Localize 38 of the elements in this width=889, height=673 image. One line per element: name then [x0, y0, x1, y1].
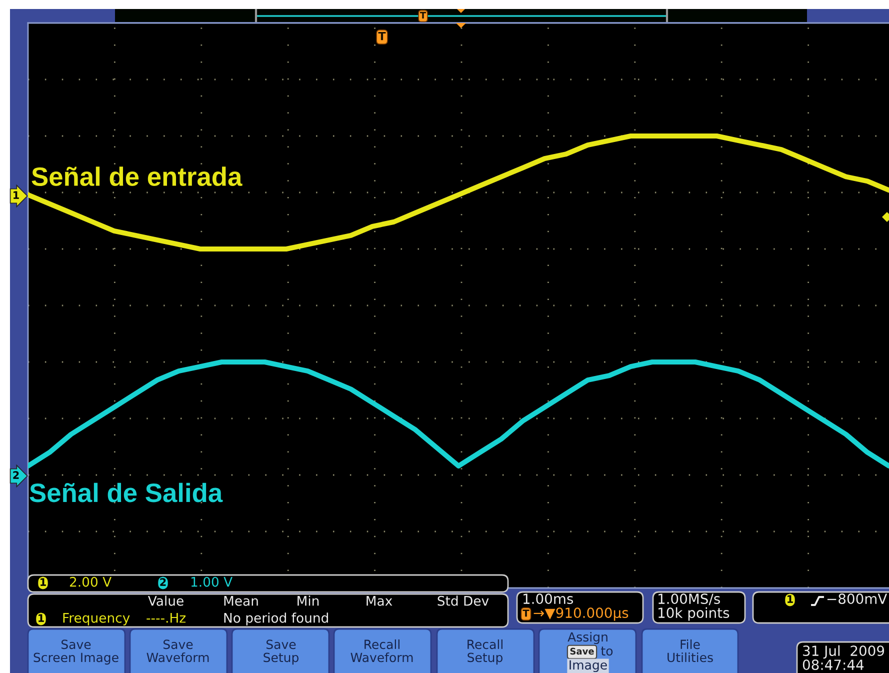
text: Min [298, 596, 319, 606]
text: Mean [224, 596, 258, 606]
text: 08:47:44 [802, 660, 864, 670]
text: File Utilities [668, 639, 713, 662]
text: T [420, 12, 426, 18]
text: 10k points [658, 607, 730, 621]
text: Value [148, 596, 184, 606]
text: 1.00MS/s [658, 594, 720, 606]
text: Save Screen Image [34, 640, 118, 665]
text: Std Dev [438, 596, 489, 606]
text: Frequency [63, 613, 130, 626]
text: T [378, 32, 386, 40]
annotation: 1 [40, 578, 46, 586]
text: →▼910.000µs [534, 608, 628, 621]
text: to [601, 646, 613, 656]
text: Image [570, 660, 607, 672]
annotation: 2 [160, 578, 166, 586]
text: 1 [788, 595, 793, 603]
text: 1 [38, 614, 44, 622]
annotation: 2.00 V [70, 576, 112, 587]
text: Max [366, 596, 392, 606]
text: ----.Hz [146, 613, 186, 623]
annotation: 1.00 V [191, 576, 232, 587]
text: −800mV [827, 594, 888, 604]
text: Save [570, 648, 594, 655]
text: 1.00ms [524, 594, 574, 604]
text: Assign [568, 632, 608, 644]
text: Save Waveform [146, 640, 209, 662]
text: No period found [224, 612, 328, 626]
text: 31 Jul 2009 [803, 645, 884, 659]
text: Recall Waveform [350, 639, 413, 662]
text: Save Setup [264, 640, 299, 665]
text: T [522, 610, 530, 617]
legend-label: Señal de Salida [30, 482, 223, 502]
series-label: Señal de entrada [32, 166, 242, 186]
text: 2 [13, 471, 19, 479]
text: Recall Setup [468, 639, 503, 665]
text: 1 [14, 191, 19, 199]
